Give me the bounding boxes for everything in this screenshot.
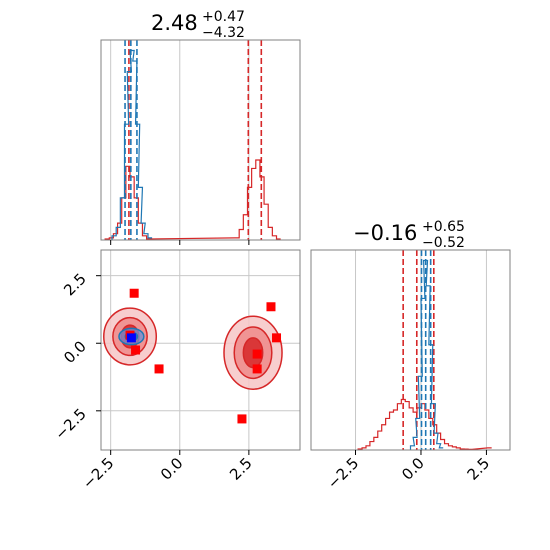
point-red-7 xyxy=(252,364,262,374)
x1-xtick-label-0: −2.5 xyxy=(324,454,362,492)
x1-xtick-label-1: 0.0 xyxy=(398,454,428,484)
x1-xtick-label-2: 2.5 xyxy=(464,454,494,484)
x0-hist-blue xyxy=(111,49,153,240)
title-x1-value: −0.16 xyxy=(353,221,417,245)
scatter-xtick-label-2: 2.5 xyxy=(226,454,256,484)
title-x0-value: 2.48 xyxy=(151,11,198,35)
point-red-3 xyxy=(154,364,164,374)
title-x0-plus: +0.47 xyxy=(202,9,245,25)
title-x1-plus: +0.65 xyxy=(422,219,465,235)
x1-hist-blue xyxy=(409,259,444,450)
point-blue-0 xyxy=(126,333,136,343)
scatter-ytick-label-1: 0.0 xyxy=(60,337,90,367)
point-red-5 xyxy=(272,333,282,343)
scatter-xtick-label-1: 0.0 xyxy=(157,454,187,484)
panel-x0-x1-scatter: −2.5 0.0 2.5 −2.5 0.0 2.5 xyxy=(51,249,301,493)
title-x1-minus: −0.52 xyxy=(422,235,465,251)
title-x0-minus: −4.32 xyxy=(202,25,245,41)
x0-hist-red xyxy=(104,159,281,240)
scatter-xtick-label-0: −2.5 xyxy=(79,454,117,492)
title-x0: 2.48 +0.47 −4.32 xyxy=(151,9,245,41)
point-red-6 xyxy=(252,349,262,359)
title-x1: −0.16 +0.65 −0.52 xyxy=(353,219,465,251)
panel-x0-histogram xyxy=(100,39,301,245)
scatter-ytick-label-2: 2.5 xyxy=(60,270,90,300)
panel-x1-histogram: −2.5 0.0 2.5 xyxy=(310,249,511,493)
point-red-8 xyxy=(237,414,247,424)
scatter-frame xyxy=(100,249,301,451)
x0-frame xyxy=(100,39,301,241)
scatter-ytick-label-0: −2.5 xyxy=(51,405,89,443)
point-red-4 xyxy=(266,302,276,312)
x1-frame xyxy=(310,249,511,451)
point-red-0 xyxy=(129,288,139,298)
point-red-2 xyxy=(131,345,141,355)
